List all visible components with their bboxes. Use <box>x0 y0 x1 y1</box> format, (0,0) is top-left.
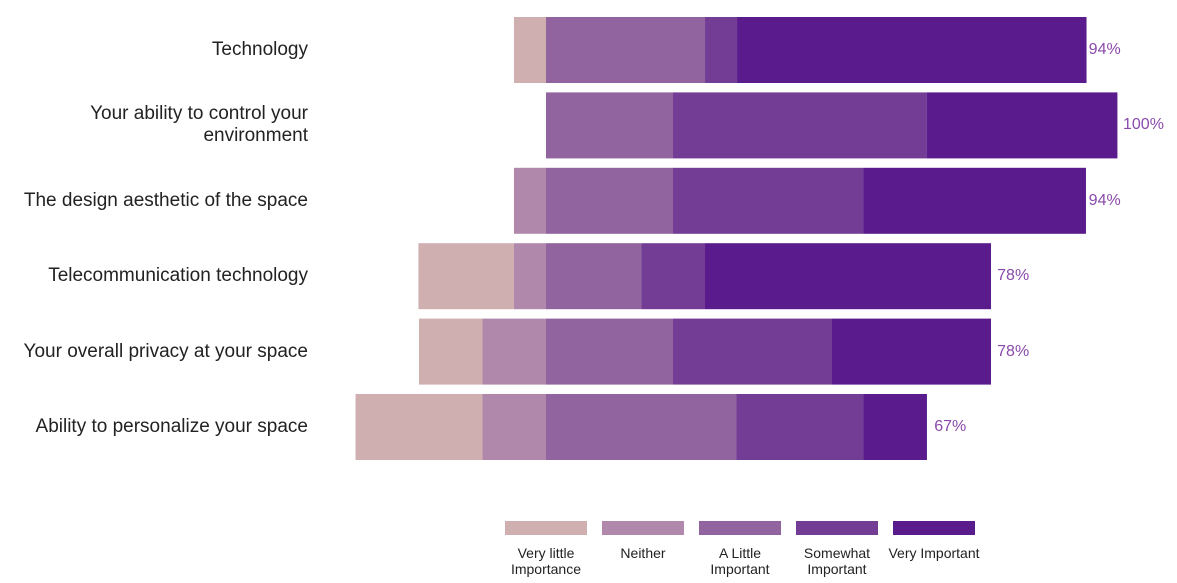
legend-label: Very little Importance <box>510 545 582 577</box>
bar-segment <box>546 243 642 310</box>
category-label: Technology <box>211 39 308 60</box>
legend-label: Neither <box>620 545 666 561</box>
bar-segment <box>546 17 706 83</box>
legend-swatch <box>893 521 975 535</box>
category-label: Ability to personalize your space <box>35 416 308 437</box>
bar-segment <box>705 17 738 83</box>
bar-segment <box>672 318 832 385</box>
category-label: Your ability to control your environment <box>90 103 308 147</box>
total-label: 94% <box>1088 191 1121 209</box>
legend-swatch <box>505 521 587 535</box>
bar-segment <box>546 92 673 159</box>
total-label: 78% <box>997 267 1030 285</box>
bar-segment <box>355 394 483 460</box>
bar-segment <box>513 17 546 83</box>
bar-segment <box>546 167 673 234</box>
bar-segment <box>513 167 546 234</box>
bar-segment <box>418 243 514 310</box>
category-label: Your overall privacy at your space <box>23 340 308 362</box>
bar-segment <box>863 167 1086 234</box>
bar-segment <box>736 394 864 460</box>
legend-swatch <box>699 521 781 535</box>
legend-swatch <box>796 521 878 535</box>
legend-swatch <box>602 521 684 535</box>
bar-segment <box>863 394 927 460</box>
bar-segment <box>546 394 737 460</box>
bar-segment <box>419 318 483 385</box>
bar-segment <box>513 243 546 310</box>
bar-segment <box>482 318 546 385</box>
legend-label: Somewhat Important <box>803 545 871 577</box>
bar-segment <box>641 243 706 310</box>
bar-segment <box>737 17 1087 83</box>
bar-segment <box>482 394 546 460</box>
total-label: 78% <box>997 342 1030 360</box>
category-label: Telecommunication technology <box>48 265 308 287</box>
bar-segment <box>705 243 992 310</box>
bar-segment <box>672 92 927 159</box>
total-label: 67% <box>934 418 967 435</box>
bar-segment <box>926 92 1118 159</box>
bar-segment <box>546 318 673 385</box>
total-label: 94% <box>1088 41 1121 58</box>
total-label: 100% <box>1123 116 1164 134</box>
legend-label: Very Important <box>888 545 980 561</box>
bar-segment <box>832 318 992 385</box>
legend-label: A Little Important <box>710 545 770 577</box>
category-label: The design aesthetic of the space <box>23 189 308 211</box>
bar-segment <box>672 167 864 234</box>
